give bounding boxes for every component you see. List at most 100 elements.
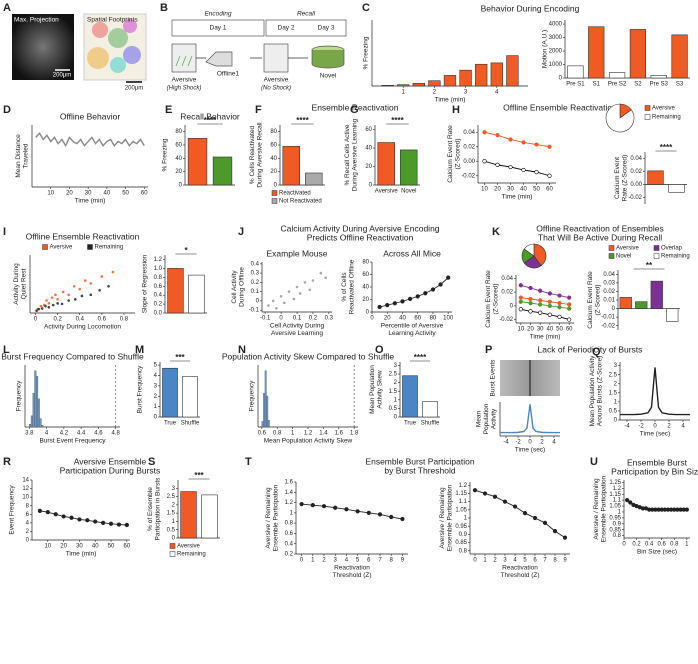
y-axis-label: Reactivated Offline xyxy=(349,259,356,314)
marker xyxy=(310,503,315,508)
legend-label: Aversive xyxy=(616,246,640,252)
x-axis-label: Mean Population Activity Skew xyxy=(264,438,353,445)
marker xyxy=(377,304,382,310)
line xyxy=(520,284,570,299)
point xyxy=(61,290,65,294)
bar xyxy=(212,156,233,186)
day-box xyxy=(171,19,265,37)
y-tick-label: 0.5 xyxy=(167,527,176,533)
y-tick-label: 0 xyxy=(510,303,514,309)
y-tick-label: 80 xyxy=(175,129,182,135)
y-tick-label: -0.01 xyxy=(601,315,615,321)
x-tick-label: -4 xyxy=(624,424,630,430)
panel-letter: G xyxy=(350,104,359,116)
line xyxy=(379,277,449,308)
x-tick-label: 6 xyxy=(367,558,371,564)
marker xyxy=(37,508,43,513)
section-title: Aversive Ensemble xyxy=(74,456,147,466)
chart-title: Across All Mice xyxy=(383,248,441,258)
marker xyxy=(69,515,74,520)
x-tick-label: S2 xyxy=(634,82,642,88)
marker xyxy=(557,314,562,319)
y-tick-label: 0.4 xyxy=(285,541,294,547)
y-tick-label: 14 xyxy=(22,478,29,484)
point xyxy=(45,299,48,302)
x-tick-label: 5 xyxy=(523,558,527,564)
x-tick-label: 50 xyxy=(533,187,540,193)
y-axis-label: Mean Population Activity xyxy=(589,355,596,427)
x-tick-label: 10 xyxy=(517,327,524,333)
x-tick-label: 20 xyxy=(494,187,501,193)
significance: **** xyxy=(204,116,217,125)
y-tick-label: 20 xyxy=(365,164,372,170)
panel-letter: E xyxy=(165,104,172,116)
x-axis-label: Activity During Locomotion xyxy=(44,324,121,331)
marker xyxy=(521,140,526,145)
point xyxy=(37,307,41,311)
y-tick-label: 0.04 xyxy=(630,156,642,162)
x-tick-label: -2 xyxy=(515,440,521,446)
y-tick-label: 10 xyxy=(22,495,29,501)
x-tick-label: 0.8 xyxy=(273,431,282,437)
y-tick-label: 2.5 xyxy=(609,372,618,378)
y-axis-label: Ensemble Participation xyxy=(447,484,454,551)
x-tick-label: Pre S2 xyxy=(608,82,627,88)
section-title: Calcium Activity During Aversive Encodin… xyxy=(280,223,439,233)
marker xyxy=(567,306,572,311)
y-axis-label: Cell Activity xyxy=(231,270,238,304)
point xyxy=(56,298,59,301)
point xyxy=(78,287,82,291)
legend-label: Aversive xyxy=(177,544,201,550)
y-axis-label: Activity xyxy=(491,408,498,429)
section-title: Participation During Bursts xyxy=(60,465,161,475)
bar xyxy=(422,401,438,418)
point xyxy=(44,304,47,308)
y-tick-label: 3 xyxy=(172,486,176,492)
y-axis-label: Frequency xyxy=(16,380,23,411)
marker xyxy=(528,309,533,314)
x-axis-label: Reactivation xyxy=(334,565,370,572)
phase-label: Encoding xyxy=(204,11,231,18)
legend-swatch xyxy=(644,114,651,120)
y-tick-label: 1.2 xyxy=(613,486,622,492)
section-title: Lack of Periodicity of Bursts xyxy=(538,344,643,354)
point xyxy=(295,285,299,289)
histogram-bar xyxy=(264,370,267,428)
bar xyxy=(201,494,218,539)
marker xyxy=(562,535,568,540)
x-tick-label: 1.4 xyxy=(319,431,328,437)
marker xyxy=(392,301,397,306)
bar xyxy=(180,491,197,539)
x-axis-label: Learning Activity xyxy=(388,330,436,337)
y-tick-label: 20 xyxy=(175,169,182,175)
y-tick-label: 1 xyxy=(394,397,398,403)
bar xyxy=(187,138,208,186)
x-tick-label: 40 xyxy=(546,327,553,333)
y-tick-label: 60 xyxy=(362,272,369,278)
y-axis-label: Activity During xyxy=(13,263,20,305)
y-axis-label: Mean xyxy=(476,410,483,427)
y-tick-label: 0.02 xyxy=(501,290,513,296)
bar xyxy=(182,376,198,418)
y-tick-label: 40 xyxy=(365,146,372,152)
y-tick-label: 3000 xyxy=(549,35,563,41)
x-tick-label: 80 xyxy=(430,316,437,322)
x-tick-label: -4 xyxy=(503,440,509,446)
marker xyxy=(567,317,572,322)
x-tick-label: 2 xyxy=(433,90,437,96)
line xyxy=(484,131,550,148)
x-tick-label: 4 xyxy=(345,558,349,564)
legend-label: Aversive xyxy=(652,106,676,112)
histogram-bar xyxy=(266,395,269,428)
marker xyxy=(557,305,562,310)
marker xyxy=(522,510,528,516)
bar xyxy=(629,29,647,79)
bar xyxy=(650,280,663,309)
y-tick-label: 0 xyxy=(274,183,278,189)
marker xyxy=(492,494,498,499)
bar xyxy=(402,375,418,418)
y-axis-label: % Recall Cells Active xyxy=(344,124,351,185)
x-tick-label: Novel xyxy=(401,189,416,195)
legend-swatch xyxy=(87,244,93,250)
significance: * xyxy=(184,246,188,255)
